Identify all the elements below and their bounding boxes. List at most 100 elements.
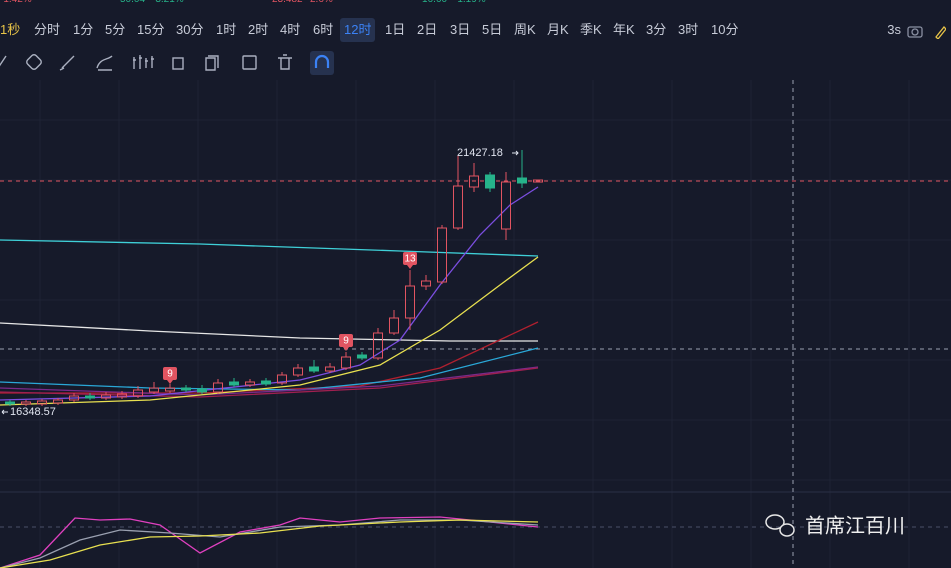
candle-body bbox=[405, 285, 415, 319]
candle-body bbox=[69, 395, 79, 401]
ticker-value: 50.04 bbox=[120, 0, 145, 5]
interval-button[interactable]: 3时 bbox=[678, 22, 699, 37]
interval-button[interactable]: 周K bbox=[514, 22, 536, 37]
candle-body bbox=[293, 367, 303, 376]
candle-body bbox=[181, 387, 191, 391]
interval-button[interactable]: 月K bbox=[547, 22, 569, 37]
interval-button[interactable]: 2日 bbox=[417, 22, 438, 37]
tool-icon[interactable] bbox=[278, 54, 292, 70]
interval-button[interactable]: 1分 bbox=[73, 22, 94, 37]
candle-body bbox=[325, 366, 335, 372]
tool-icon[interactable] bbox=[172, 57, 184, 70]
signal-badge-text: 13 bbox=[404, 254, 416, 265]
candle-body bbox=[261, 380, 271, 385]
high-arrow bbox=[512, 150, 519, 156]
tool-icon[interactable] bbox=[0, 55, 7, 68]
interval-button[interactable]: 3分 bbox=[646, 22, 667, 37]
indicator-line bbox=[0, 516, 539, 568]
candle-body bbox=[373, 332, 383, 359]
tool-icon[interactable] bbox=[205, 55, 219, 71]
interval-button[interactable]: 5日 bbox=[482, 22, 503, 37]
signal-badge-text: 9 bbox=[343, 336, 349, 347]
candle-body bbox=[149, 387, 159, 393]
interval-button[interactable]: 分时 bbox=[34, 22, 61, 37]
ticker-value: -3.21% bbox=[152, 0, 184, 5]
candle-body bbox=[37, 400, 47, 405]
interval-button[interactable]: 6时 bbox=[313, 22, 334, 37]
interval-button[interactable]: 季K bbox=[580, 22, 602, 37]
ticker-value: 16.60 bbox=[422, 0, 447, 5]
tool-icon[interactable] bbox=[96, 55, 113, 71]
interval-button[interactable]: 15分 bbox=[137, 22, 165, 37]
candle-body bbox=[453, 185, 463, 229]
tool-icon[interactable] bbox=[59, 55, 75, 71]
interval-button[interactable]: 2时 bbox=[248, 22, 269, 37]
candle-body bbox=[133, 389, 143, 397]
interval-button[interactable]: 5分 bbox=[105, 22, 126, 37]
magnet-active-bg[interactable] bbox=[310, 51, 334, 75]
ticker-value: 23.482 bbox=[272, 0, 303, 5]
indicator-line bbox=[0, 519, 539, 568]
candle-body bbox=[469, 175, 479, 188]
candle-body bbox=[437, 227, 447, 283]
low-arrow bbox=[1, 409, 8, 415]
candle-body bbox=[357, 354, 367, 359]
interval-button[interactable]: 年K bbox=[613, 22, 635, 37]
ticker-value: -1.42% bbox=[0, 0, 32, 5]
signal-badge bbox=[339, 334, 353, 347]
candle-body bbox=[245, 381, 255, 386]
watermark: 首席江百川 bbox=[805, 514, 905, 537]
candle-body bbox=[341, 356, 351, 369]
signal-badge bbox=[403, 252, 417, 265]
signal-badge-tip bbox=[407, 265, 413, 269]
candle-body bbox=[533, 179, 543, 183]
ticker-strip: -1.42% 50.04 -3.21% 23.482 2.6% 16.60 -1.19% bbox=[0, 0, 951, 6]
drawing-toolbar bbox=[0, 51, 334, 75]
interval-button[interactable]: 4时 bbox=[280, 22, 301, 37]
interval-button[interactable]: 1秒 bbox=[0, 22, 21, 37]
ticker-value: 2.6% bbox=[310, 0, 333, 5]
candle-body bbox=[485, 174, 495, 189]
interval-button[interactable]: 1日 bbox=[385, 22, 406, 37]
candle-body bbox=[5, 401, 15, 405]
interval-button[interactable]: 30分 bbox=[176, 22, 204, 37]
candle-body bbox=[21, 401, 31, 405]
signal-badge-text: 9 bbox=[167, 369, 173, 380]
tool-icon[interactable] bbox=[26, 54, 43, 71]
wechat-icon bbox=[779, 523, 795, 537]
low-price-label: 16348.57 bbox=[10, 406, 56, 418]
ticker-value: -1.19% bbox=[454, 0, 486, 5]
candle-body bbox=[101, 394, 111, 399]
candle-body bbox=[85, 395, 95, 399]
refresh-rate[interactable]: 3s bbox=[887, 22, 901, 37]
interval-button[interactable]: 10分 bbox=[711, 22, 739, 37]
candle-body bbox=[229, 381, 239, 386]
toolbar-icons[interactable] bbox=[906, 23, 946, 39]
high-price-label: 21427.18 bbox=[457, 147, 503, 159]
candle-body bbox=[501, 181, 511, 230]
interval-button[interactable]: 1时 bbox=[216, 22, 237, 37]
candle-body bbox=[165, 387, 175, 392]
candle-body bbox=[197, 388, 207, 393]
signal-badge-tip bbox=[343, 347, 349, 351]
candle-body bbox=[309, 366, 319, 372]
candle-body bbox=[53, 399, 63, 404]
indicator-line bbox=[0, 519, 539, 568]
candle-body bbox=[389, 317, 399, 334]
interval-button[interactable]: 3日 bbox=[450, 22, 471, 37]
ma-line bbox=[0, 239, 539, 257]
candle-body bbox=[517, 177, 527, 184]
price-chart: 21427.18 16348.57 9 13 9 首席江百川 bbox=[0, 80, 951, 568]
wechat-icon bbox=[765, 514, 785, 530]
ma-line bbox=[0, 322, 538, 342]
tool-icon[interactable] bbox=[242, 55, 257, 70]
interval-button[interactable]: 12时 bbox=[340, 18, 376, 42]
ma-line bbox=[0, 367, 539, 398]
signal-badge bbox=[163, 367, 177, 380]
magnet-icon[interactable] bbox=[314, 54, 330, 68]
candle-body bbox=[117, 393, 127, 398]
interval-toolbar: 3s 1秒 分时 1分 5分 15分 30分 1时 2时 4时 6时 12时 1日 2日 3日 5日 周K 月K… bbox=[0, 16, 951, 44]
tool-icon[interactable] bbox=[133, 55, 154, 69]
ma-line bbox=[0, 366, 539, 396]
